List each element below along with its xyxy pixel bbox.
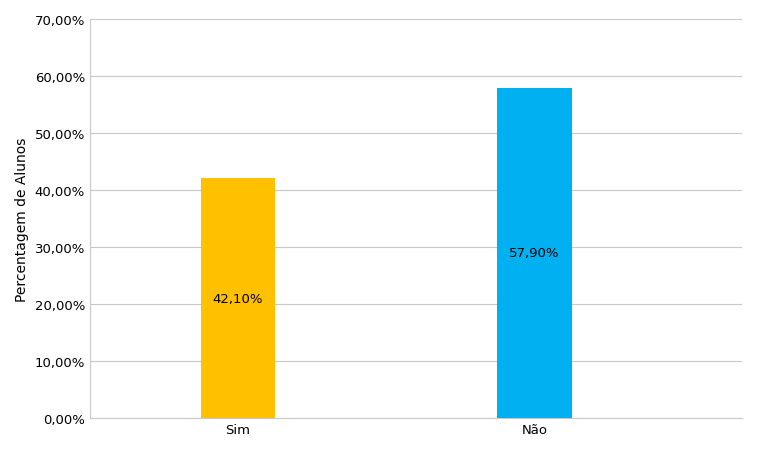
Bar (497, 89, 572, 418)
Text: 57,90%: 57,90% (509, 247, 559, 260)
Bar (201, 179, 275, 418)
Text: 42,10%: 42,10% (213, 292, 263, 305)
Y-axis label: Percentagem de Alunos: Percentagem de Alunos (15, 137, 29, 301)
